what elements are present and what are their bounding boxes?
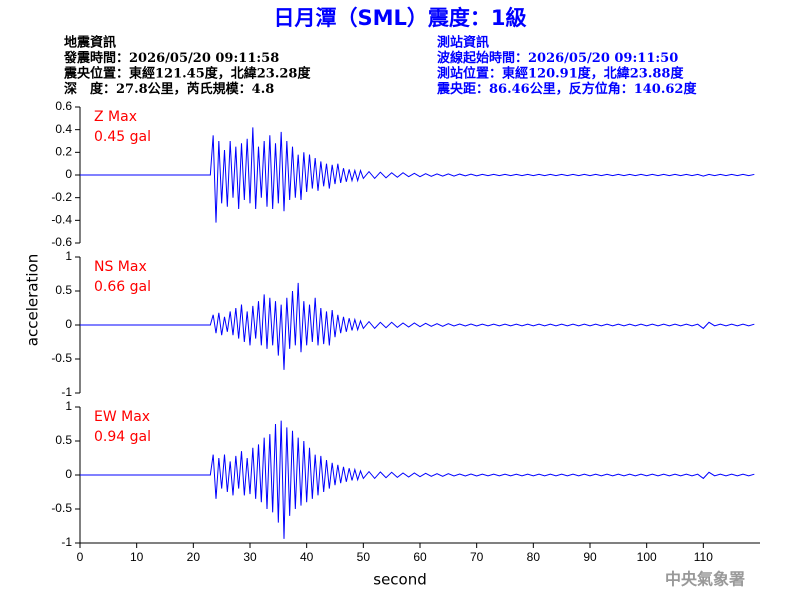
y-tick-label: -1	[61, 535, 72, 549]
x-tick-label: 60	[413, 550, 427, 564]
y-tick-label: -0.5	[51, 351, 72, 365]
y-tick-label: 0.5	[55, 433, 72, 447]
info-right: 震央距：86.46公里，反方位角：140.62度	[436, 81, 697, 97]
info-right: 測站位置：東經120.91度，北緯23.88度	[437, 66, 684, 82]
x-tick-label: 90	[583, 550, 597, 564]
info-left: 震央位置：東經121.45度，北緯23.28度	[63, 66, 311, 82]
y-tick-label: 0.6	[55, 99, 72, 113]
y-tick-label: 0	[65, 317, 72, 331]
y-tick-label: 1	[65, 399, 72, 413]
info-left: 深 度：27.8公里，芮氏規模：4.8	[64, 81, 274, 97]
y-tick-label: 0.2	[55, 145, 72, 159]
info-right: 測站資訊	[437, 35, 489, 51]
y-tick-label: 0	[65, 167, 72, 181]
info-left: 發震時間：2026/05/20 09:11:58	[63, 50, 279, 66]
x-tick-label: 0	[77, 550, 84, 564]
y-tick-label: -0.6	[51, 235, 72, 249]
footer: 中央氣象署	[665, 570, 745, 589]
waveform	[80, 420, 755, 539]
y-tick-label: 1	[65, 249, 72, 263]
panel-label: NS Max	[94, 259, 147, 275]
y-tick-label: 0.4	[55, 122, 72, 136]
panel-max: 0.94 gal	[94, 429, 151, 445]
x-tick-label: 30	[243, 550, 257, 564]
x-tick-label: 70	[470, 550, 484, 564]
x-tick-label: 10	[130, 550, 144, 564]
waveform	[80, 127, 755, 223]
panel-label: Z Max	[94, 109, 137, 125]
y-tick-label: 0.5	[55, 283, 72, 297]
x-tick-label: 50	[357, 550, 371, 564]
y-tick-label: 0	[65, 467, 72, 481]
info-right: 波線起始時間：2026/05/20 09:11:50	[437, 50, 678, 66]
x-axis-label: second	[373, 571, 427, 589]
x-tick-label: 110	[694, 550, 713, 564]
y-tick-label: -0.5	[51, 501, 72, 515]
waveform	[80, 282, 755, 370]
panel-label: EW Max	[94, 409, 150, 425]
y-tick-label: -0.4	[51, 213, 72, 227]
y-axis-label: acceleration	[24, 254, 42, 346]
y-tick-label: -0.2	[51, 190, 72, 204]
info-left: 地震資訊	[64, 35, 116, 51]
x-tick-label: 40	[300, 550, 314, 564]
y-tick-label: -1	[61, 385, 72, 399]
panel-max: 0.45 gal	[94, 129, 151, 145]
chart-title: 日月潭（SML）震度：1級	[273, 6, 526, 30]
x-tick-label: 20	[187, 550, 201, 564]
x-tick-label: 100	[637, 550, 657, 564]
panel-max: 0.66 gal	[94, 279, 151, 295]
x-tick-label: 80	[527, 550, 541, 564]
